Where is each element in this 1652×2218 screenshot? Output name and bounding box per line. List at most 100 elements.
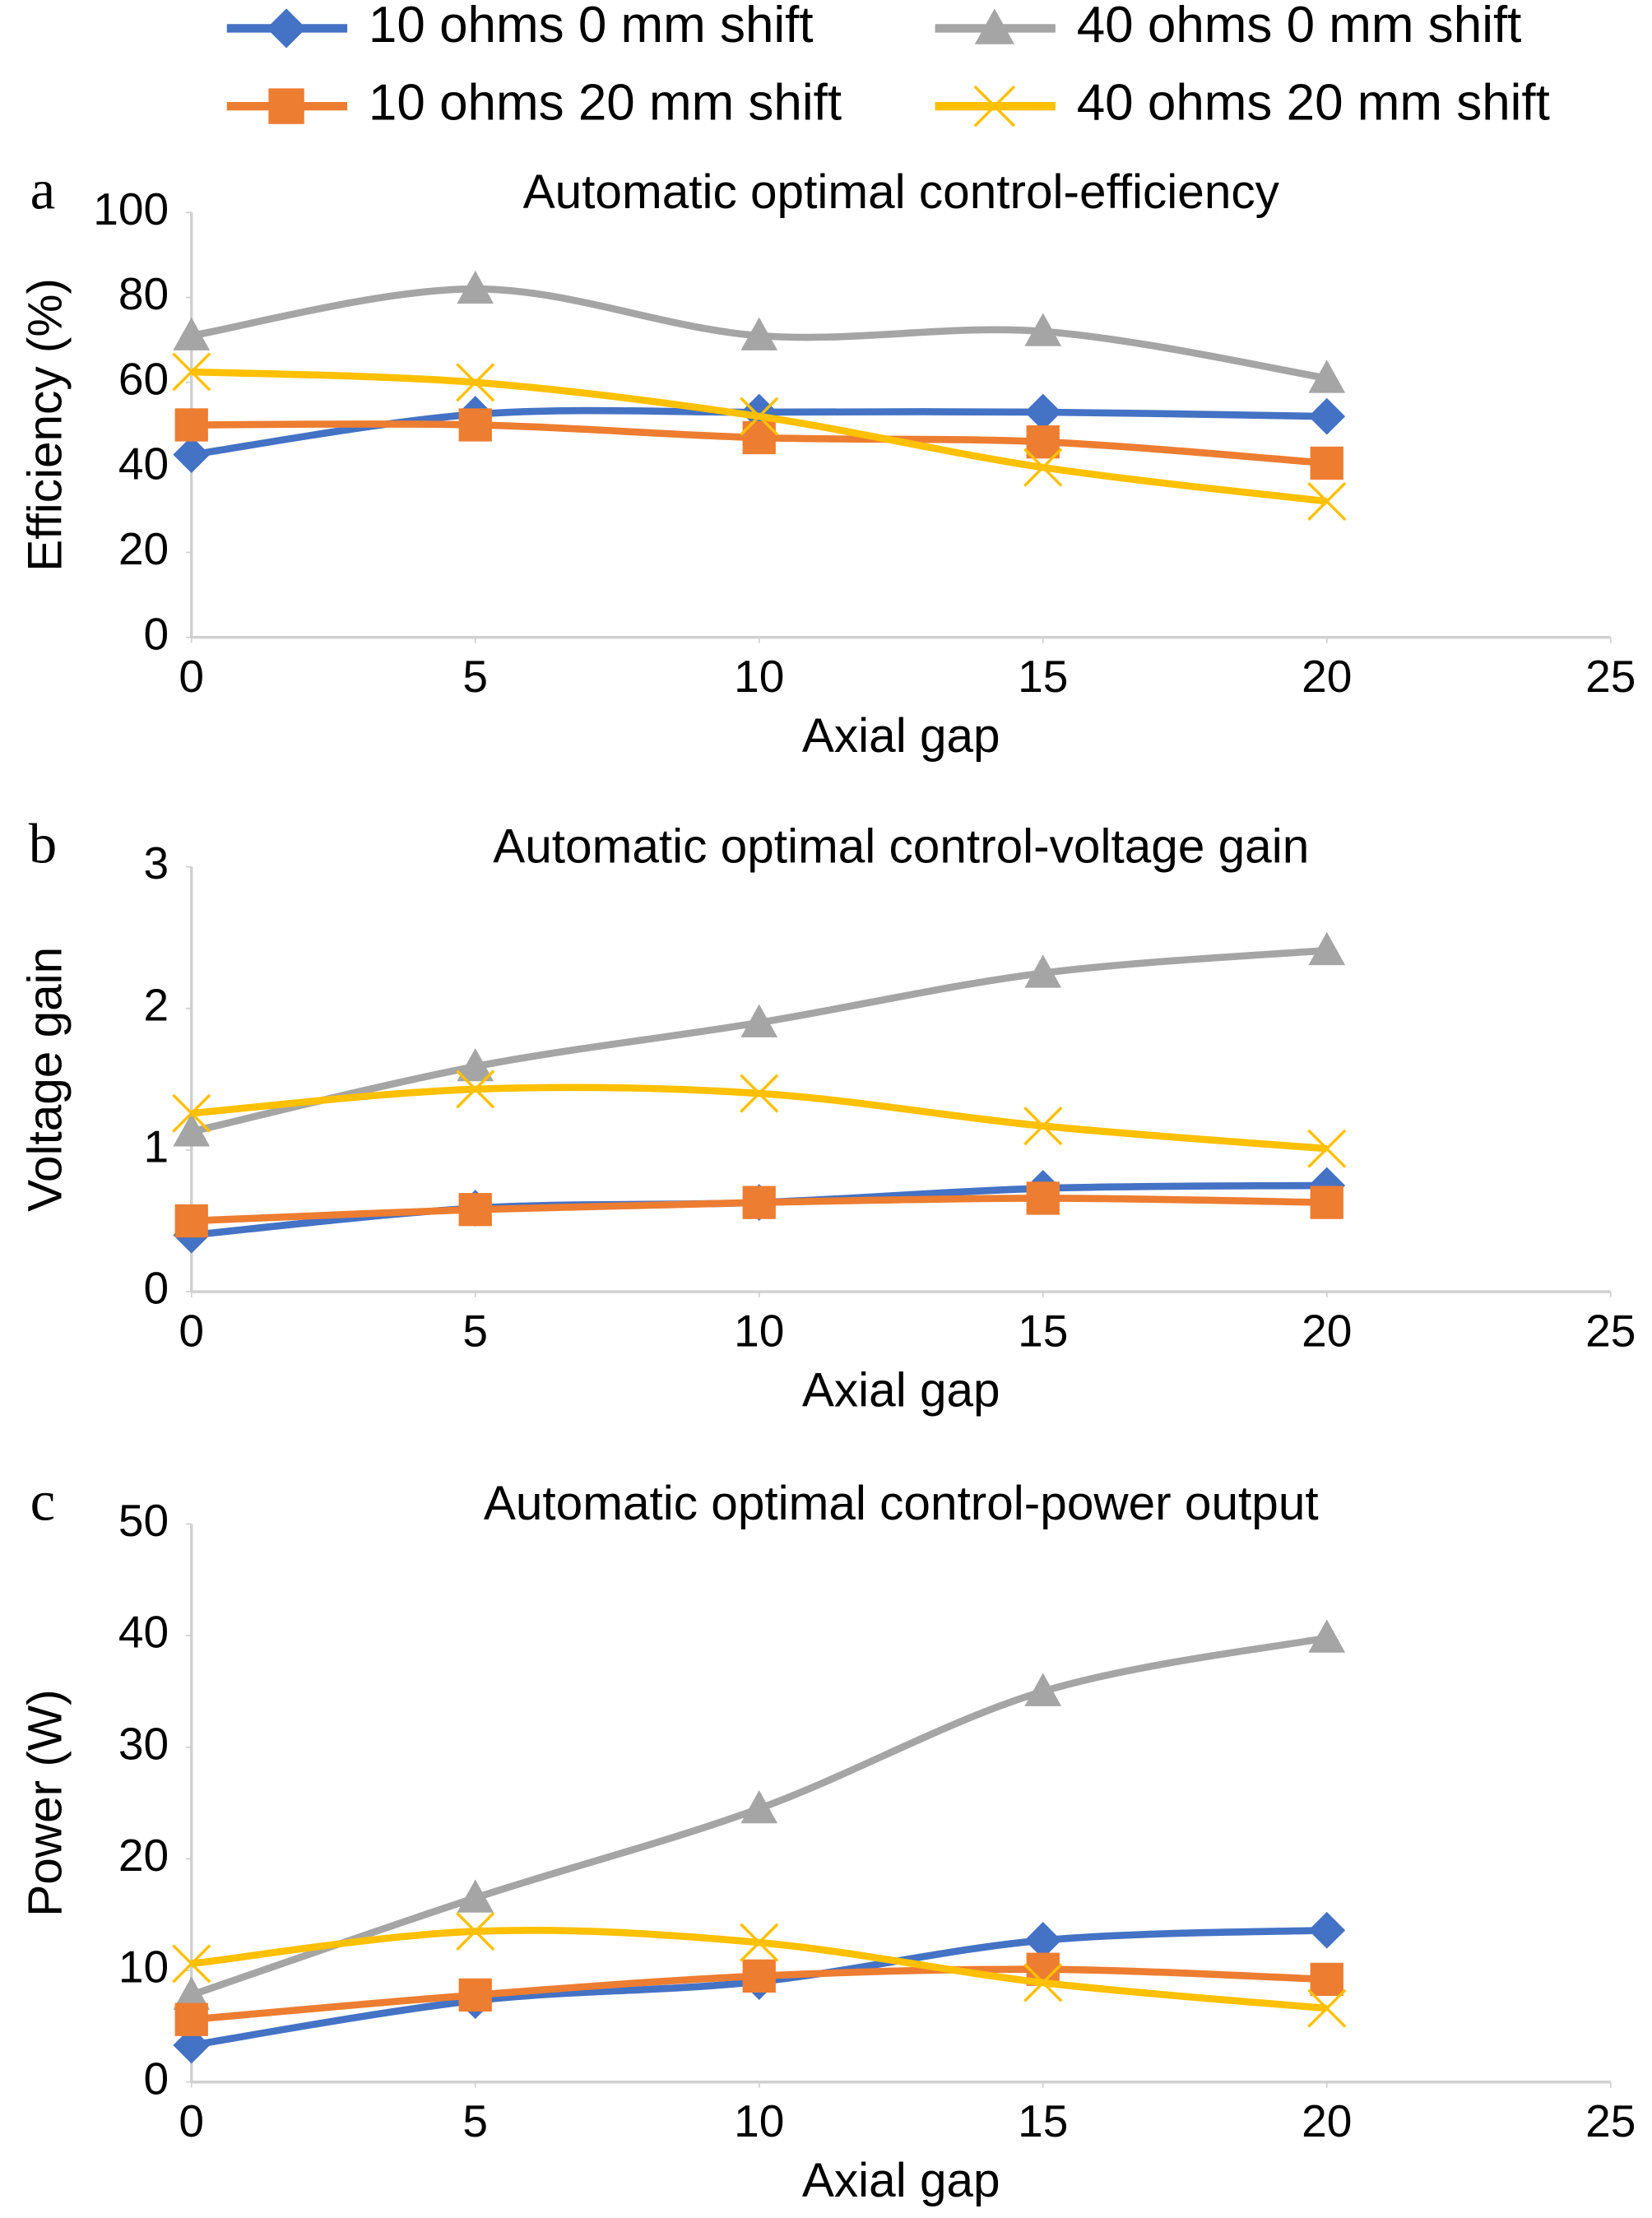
x-axis-label: Axial gap: [802, 2154, 1000, 2207]
marker: [172, 352, 211, 392]
chart-title: Automatic optimal control-voltage gain: [493, 819, 1309, 873]
chart-title: Automatic optimal control-power output: [484, 1477, 1319, 1530]
marker: [173, 1113, 211, 1147]
marker: [740, 317, 778, 350]
marker: [1307, 1129, 1347, 1168]
y-tick-label: 3: [144, 838, 169, 889]
marker: [1024, 313, 1062, 346]
marker: [456, 1070, 495, 1109]
y-tick-label: 60: [118, 353, 169, 404]
y-tick-label: 10: [118, 1942, 169, 1993]
y-tick-label: 30: [118, 1718, 169, 1769]
y-tick-label: 2: [144, 979, 169, 1030]
marker: [1307, 1988, 1347, 2028]
series-line: [190, 946, 1328, 1135]
y-tick-label: 80: [118, 268, 169, 319]
x-tick-label: 20: [1302, 1305, 1352, 1356]
y-tick-label: 1: [144, 1121, 169, 1172]
series-line: [191, 1083, 1328, 1153]
marker: [974, 8, 1014, 44]
x-tick-label: 20: [1302, 2095, 1352, 2146]
marker: [458, 1978, 492, 2012]
marker: [456, 363, 495, 402]
marker: [740, 1923, 779, 1962]
marker: [174, 2002, 208, 2036]
marker: [1308, 1911, 1346, 1949]
y-tick-label: 40: [118, 1607, 169, 1658]
marker: [1308, 360, 1346, 393]
marker: [740, 1074, 779, 1113]
chart-title: Automatic optimal control-efficiency: [523, 165, 1280, 219]
marker: [1026, 425, 1060, 459]
marker: [172, 1944, 211, 1984]
marker: [1024, 393, 1062, 431]
legend-label: 10 ohms 0 mm shift: [369, 0, 814, 53]
y-axis-label: Voltage gain: [18, 947, 72, 1212]
y-axis-label: Power (W): [18, 1689, 72, 1916]
marker: [1310, 1186, 1343, 1219]
legend-label: 40 ohms 0 mm shift: [1077, 0, 1522, 53]
x-axis-label: Axial gap: [802, 709, 1000, 763]
marker: [740, 1789, 778, 1824]
marker: [268, 88, 304, 124]
marker: [172, 1093, 211, 1133]
x-axis-label: Axial gap: [802, 1364, 1000, 1418]
x-tick-label: 10: [734, 651, 784, 702]
x-tick-label: 10: [734, 2095, 784, 2146]
y-axis-label: Efficiency (%): [18, 278, 72, 572]
marker: [458, 408, 492, 442]
x-tick-label: 0: [179, 1305, 204, 1356]
marker: [174, 408, 208, 442]
y-tick-label: 100: [93, 183, 169, 234]
marker: [1024, 1922, 1062, 1959]
marker: [742, 1186, 776, 1219]
y-tick-label: 20: [118, 523, 169, 574]
x-tick-label: 25: [1585, 651, 1636, 702]
marker: [1308, 397, 1346, 435]
marker: [1023, 1107, 1063, 1146]
marker: [1310, 446, 1343, 480]
panel-label: a: [30, 158, 56, 220]
marker: [173, 1976, 211, 2010]
x-tick-label: 15: [1018, 1305, 1068, 1356]
marker: [1026, 1181, 1060, 1215]
marker: [173, 436, 211, 474]
marker: [174, 1204, 208, 1238]
marker: [1310, 1962, 1343, 1997]
y-tick-label: 20: [118, 1830, 169, 1881]
x-tick-label: 0: [179, 651, 204, 702]
marker: [1307, 481, 1347, 522]
y-tick-label: 0: [144, 608, 169, 659]
legend-label: 10 ohms 20 mm shift: [369, 74, 842, 131]
marker: [456, 1911, 495, 1951]
x-tick-label: 5: [462, 2095, 488, 2146]
y-tick-label: 50: [118, 1495, 169, 1546]
x-tick-label: 15: [1018, 2095, 1068, 2146]
marker: [973, 85, 1016, 128]
x-tick-label: 25: [1585, 2095, 1636, 2146]
marker: [1308, 1619, 1346, 1653]
marker: [740, 1004, 778, 1037]
marker: [1023, 1963, 1063, 2002]
x-tick-label: 25: [1585, 1305, 1636, 1356]
x-tick-label: 5: [462, 1305, 488, 1356]
marker: [457, 1879, 494, 1913]
marker: [1023, 448, 1063, 487]
marker: [457, 1047, 494, 1082]
legend-label: 40 ohms 20 mm shift: [1077, 74, 1550, 131]
x-tick-label: 15: [1018, 651, 1068, 702]
y-tick-label: 0: [144, 1263, 169, 1314]
panel-label: c: [30, 1470, 56, 1533]
x-tick-label: 10: [734, 1305, 784, 1356]
marker: [1308, 931, 1346, 966]
x-tick-label: 0: [179, 2095, 204, 2146]
marker: [173, 317, 211, 350]
x-tick-label: 5: [462, 651, 488, 702]
marker: [1024, 1673, 1062, 1706]
y-tick-label: 0: [144, 2053, 169, 2104]
panel-label: b: [29, 813, 57, 875]
marker: [458, 1193, 492, 1227]
y-tick-label: 40: [118, 438, 169, 490]
marker: [266, 8, 307, 49]
